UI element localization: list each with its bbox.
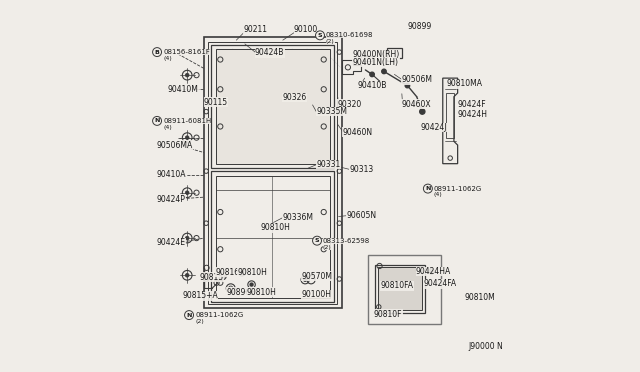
Text: 90896E: 90896E	[227, 288, 255, 296]
Bar	[375, 265, 425, 313]
Text: 90810MA: 90810MA	[447, 79, 483, 88]
Text: 90810H: 90810H	[246, 288, 276, 296]
Text: 90424H: 90424H	[458, 110, 488, 119]
Circle shape	[381, 69, 386, 74]
Text: 90424FA: 90424FA	[424, 279, 456, 288]
Text: 90810M: 90810M	[465, 293, 495, 302]
Text: J90000 N: J90000 N	[468, 342, 503, 351]
Text: 90100H: 90100H	[301, 291, 332, 299]
Text: 90605N: 90605N	[346, 211, 376, 220]
Circle shape	[186, 136, 189, 140]
Circle shape	[370, 72, 374, 77]
Text: B: B	[155, 49, 159, 55]
Circle shape	[186, 236, 189, 240]
Circle shape	[303, 278, 307, 281]
Text: 90810F: 90810F	[374, 310, 403, 319]
Text: 90313: 90313	[349, 165, 373, 174]
Circle shape	[221, 275, 224, 278]
Text: 90506M: 90506M	[401, 76, 432, 84]
Text: S: S	[315, 238, 319, 243]
Text: 90460N: 90460N	[342, 128, 372, 137]
Polygon shape	[216, 49, 330, 164]
Text: 90320: 90320	[338, 100, 362, 109]
Text: 08911-6081H: 08911-6081H	[163, 118, 211, 124]
Text: 90899: 90899	[408, 22, 431, 31]
Text: 90810H: 90810H	[237, 268, 268, 277]
Text: 90326: 90326	[282, 93, 307, 102]
Text: (2): (2)	[323, 244, 332, 250]
Text: 90810FA: 90810FA	[381, 281, 413, 290]
Circle shape	[152, 116, 161, 125]
Text: 90115: 90115	[204, 98, 228, 107]
Text: 08911-1062G: 08911-1062G	[434, 186, 482, 192]
Text: 90410B: 90410B	[357, 81, 387, 90]
Text: 90424P: 90424P	[156, 195, 185, 203]
Text: 90815: 90815	[199, 273, 223, 282]
Text: 90424F: 90424F	[458, 100, 486, 109]
Text: 08310-61698: 08310-61698	[326, 32, 374, 38]
Text: S: S	[317, 33, 323, 38]
Text: 90424HA: 90424HA	[416, 267, 451, 276]
Text: 90810H: 90810H	[260, 223, 291, 232]
Bar	[447, 93, 454, 138]
Circle shape	[424, 184, 433, 193]
Text: (2): (2)	[326, 39, 335, 44]
Circle shape	[431, 270, 433, 273]
Text: 90460X: 90460X	[402, 100, 431, 109]
Text: N: N	[425, 186, 431, 191]
Text: 08313-62598: 08313-62598	[323, 238, 370, 244]
Circle shape	[186, 191, 189, 195]
Text: 90100: 90100	[294, 25, 318, 34]
Text: 90335M: 90335M	[316, 107, 348, 116]
Text: 90424B: 90424B	[255, 48, 284, 57]
Text: 90336M: 90336M	[283, 213, 314, 222]
Text: (2): (2)	[195, 319, 204, 324]
Text: 90816: 90816	[215, 268, 239, 277]
Text: (4): (4)	[434, 192, 443, 198]
Text: 90424J: 90424J	[420, 123, 447, 132]
Bar	[378, 267, 422, 310]
Text: 08156-8161F: 08156-8161F	[163, 49, 210, 55]
Circle shape	[186, 273, 189, 277]
Circle shape	[420, 109, 425, 114]
Text: 08911-1062G: 08911-1062G	[195, 312, 243, 318]
Bar	[361, 56, 372, 61]
Circle shape	[250, 283, 253, 286]
Circle shape	[316, 31, 324, 40]
Circle shape	[186, 73, 189, 77]
Text: 90506MA: 90506MA	[156, 141, 193, 150]
Text: 90410M: 90410M	[168, 85, 198, 94]
Circle shape	[184, 311, 193, 320]
Circle shape	[312, 236, 321, 245]
Text: 90815+A: 90815+A	[182, 291, 218, 300]
Circle shape	[241, 271, 243, 274]
Bar	[369, 255, 441, 324]
Text: 90331: 90331	[316, 160, 340, 169]
Circle shape	[152, 48, 161, 57]
Text: (4): (4)	[163, 125, 172, 130]
Text: N: N	[154, 118, 160, 124]
Text: 90424E: 90424E	[156, 238, 186, 247]
Text: 90401N(LH): 90401N(LH)	[353, 58, 399, 67]
Circle shape	[405, 83, 410, 88]
Text: 90570M: 90570M	[301, 272, 332, 280]
Text: 90400N(RH): 90400N(RH)	[353, 50, 400, 59]
Text: 90211: 90211	[244, 25, 268, 34]
Text: N: N	[186, 312, 192, 318]
Text: (4): (4)	[163, 56, 172, 61]
Text: 90410A: 90410A	[156, 170, 186, 179]
